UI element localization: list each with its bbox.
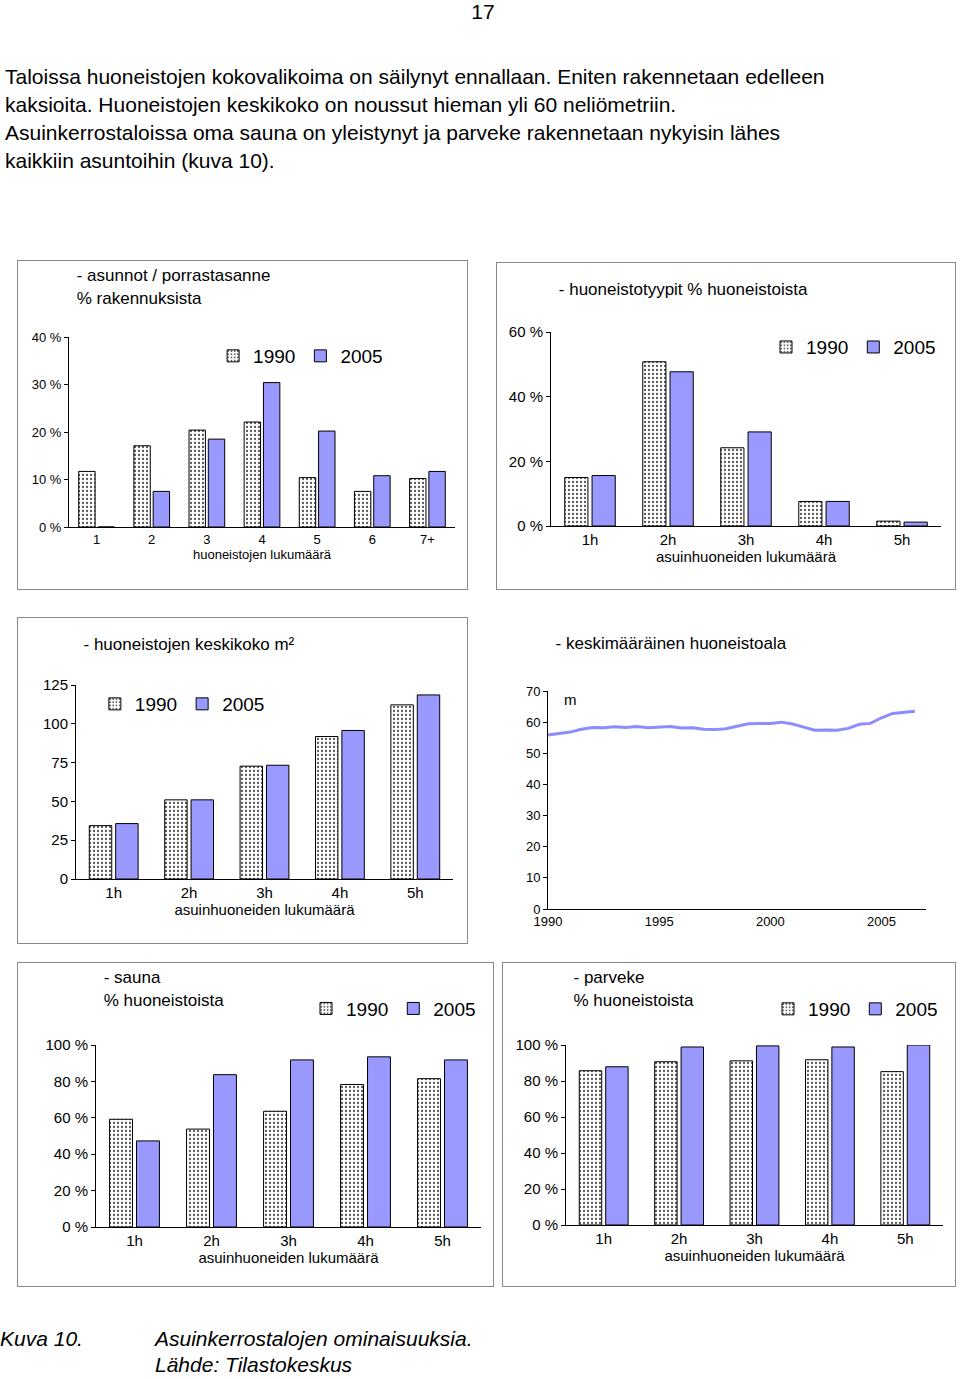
svg-text:1h: 1h [595,1230,612,1247]
svg-text:huoneistojen lukumäärä: huoneistojen lukumäärä [193,547,332,562]
svg-text:50: 50 [526,746,540,761]
svg-text:2005: 2005 [895,999,937,1020]
svg-text:m: m [564,691,577,708]
svg-text:7+: 7+ [420,532,435,547]
svg-text:2h: 2h [671,1230,688,1247]
svg-text:1990: 1990 [346,999,388,1020]
svg-text:80 %: 80 % [54,1073,88,1090]
svg-text:- asunnot / porrastasanne% rak: - asunnot / porrastasanne% rakennuksista [77,266,271,307]
svg-text:40 %: 40 % [54,1145,88,1162]
svg-text:2h: 2h [660,531,677,548]
svg-text:25: 25 [51,831,68,848]
svg-text:70: 70 [526,684,540,699]
svg-text:20 %: 20 % [32,425,62,440]
svg-text:20: 20 [526,839,540,854]
svg-text:40 %: 40 % [524,1144,558,1161]
svg-text:5: 5 [314,532,321,547]
svg-text:75: 75 [51,754,68,771]
svg-text:60 %: 60 % [509,323,543,340]
html-text:kaikkiin asuntoihin (kuva 10).: kaikkiin asuntoihin (kuva 10). [5,149,275,172]
svg-text:0 %: 0 % [62,1218,88,1235]
svg-text:60 %: 60 % [524,1108,558,1125]
svg-text:1990: 1990 [808,999,850,1020]
svg-text:0: 0 [533,902,540,917]
html-text:17: 17 [471,0,495,23]
svg-text:3h: 3h [280,1232,297,1249]
svg-text:0 %: 0 % [39,520,62,535]
html-text:Kuva 10.: Kuva 10. [0,1327,83,1350]
svg-text:2h: 2h [203,1232,220,1249]
svg-text:3h: 3h [738,531,755,548]
svg-text:1h: 1h [105,884,122,901]
svg-text:100: 100 [43,715,68,732]
svg-text:40 %: 40 % [32,330,62,345]
svg-text:1h: 1h [126,1232,143,1249]
svg-text:4: 4 [258,532,265,547]
svg-text:20 %: 20 % [509,453,543,470]
svg-text:- huoneistojen keskikoko m²: - huoneistojen keskikoko m² [84,635,295,654]
svg-text:2000: 2000 [756,914,785,929]
svg-text:2005: 2005 [340,346,382,367]
svg-text:40: 40 [526,777,540,792]
svg-text:10: 10 [526,870,540,885]
svg-text:3: 3 [203,532,210,547]
svg-text:1995: 1995 [645,914,674,929]
svg-text:20 %: 20 % [524,1180,558,1197]
svg-text:4h: 4h [357,1232,374,1249]
svg-text:10 %: 10 % [32,472,62,487]
svg-text:6: 6 [369,532,376,547]
svg-text:asuinhuoneiden lukumäärä: asuinhuoneiden lukumäärä [664,1247,845,1264]
svg-text:2005: 2005 [433,999,475,1020]
svg-text:1h: 1h [582,531,599,548]
svg-text:100 %: 100 % [515,1036,558,1053]
svg-text:4h: 4h [332,884,349,901]
svg-text:1: 1 [93,532,100,547]
svg-text:1990: 1990 [534,914,563,929]
svg-text:asuinhuoneiden lukumäärä: asuinhuoneiden lukumäärä [198,1249,379,1266]
svg-text:1990: 1990 [253,346,295,367]
svg-text:125: 125 [43,676,68,693]
svg-text:30 %: 30 % [32,377,62,392]
svg-text:5h: 5h [434,1232,451,1249]
svg-text:- huoneistotyypit % huoneistoi: - huoneistotyypit % huoneistoista [559,280,808,299]
svg-text:1990: 1990 [806,337,848,358]
html-text:Lähde: Tilastokeskus: Lähde: Tilastokeskus [155,1353,353,1376]
svg-text:4h: 4h [816,531,833,548]
svg-text:5h: 5h [897,1230,914,1247]
html-text:Taloissa huoneistojen kokovali: Taloissa huoneistojen kokovalikoima on s… [5,65,825,88]
svg-text:- keskimääräinen huoneistoala: - keskimääräinen huoneistoala [556,634,787,653]
svg-text:5h: 5h [407,884,424,901]
svg-text:50: 50 [51,793,68,810]
svg-text:60 %: 60 % [54,1109,88,1126]
svg-text:3h: 3h [256,884,273,901]
svg-text:40 %: 40 % [509,388,543,405]
svg-text:1990: 1990 [135,694,177,715]
svg-text:80 %: 80 % [524,1072,558,1089]
svg-text:2005: 2005 [867,914,896,929]
svg-text:0 %: 0 % [517,517,543,534]
svg-text:asuinhuoneiden lukumäärä: asuinhuoneiden lukumäärä [174,901,355,918]
svg-text:60: 60 [526,715,540,730]
html-text:kaksioita. Huoneistojen keskik: kaksioita. Huoneistojen keskikoko on nou… [5,93,677,116]
svg-text:2: 2 [148,532,155,547]
svg-text:- parveke% huoneistoista: - parveke% huoneistoista [574,968,695,1009]
svg-text:5h: 5h [894,531,911,548]
svg-text:3h: 3h [746,1230,763,1247]
svg-text:30: 30 [526,808,540,823]
svg-text:4h: 4h [822,1230,839,1247]
html-text:Asuinkerrostalojen ominaisuuks: Asuinkerrostalojen ominaisuuksia. [155,1327,473,1350]
svg-text:0: 0 [60,870,68,887]
svg-text:2005: 2005 [222,694,264,715]
svg-text:2005: 2005 [893,337,935,358]
svg-text:- sauna% huoneistoista: - sauna% huoneistoista [104,968,225,1009]
svg-text:asuinhuoneiden lukumäärä: asuinhuoneiden lukumäärä [656,548,837,565]
svg-text:100 %: 100 % [45,1036,88,1053]
svg-text:20 %: 20 % [54,1182,88,1199]
html-text:Asuinkerrostaloissa oma sauna: Asuinkerrostaloissa oma sauna on yleisty… [5,121,781,144]
svg-text:0 %: 0 % [532,1216,558,1233]
svg-text:2h: 2h [181,884,198,901]
